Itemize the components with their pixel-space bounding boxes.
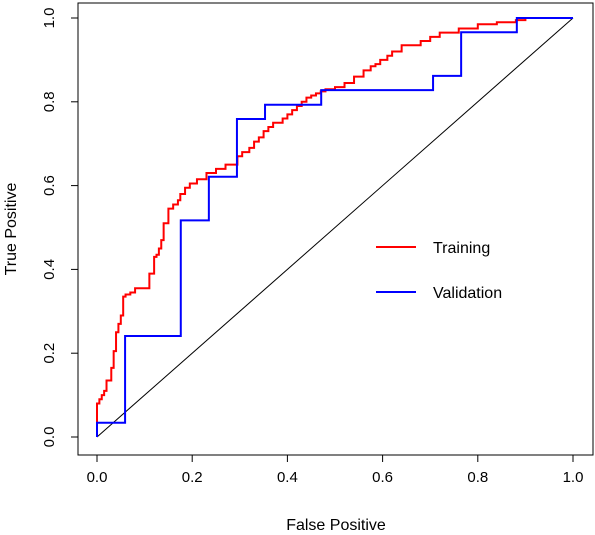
y-tick-label: 0.0	[41, 427, 58, 448]
legend-label-validation: Validation	[433, 285, 502, 302]
x-tick-label: 0.6	[372, 469, 393, 486]
series-line-validation	[96, 17, 573, 437]
plot-frame	[77, 2, 594, 456]
y-tick-label: 0.6	[41, 175, 58, 196]
x-tick-label: 1.0	[563, 469, 584, 486]
x-tick-label: 0.0	[87, 469, 108, 486]
legend-label-training: Training	[433, 240, 490, 257]
y-axis: 0.0 0.2 0.4 0.6 0.8 1.0	[41, 8, 78, 448]
series-layer	[96, 17, 573, 437]
y-tick-label: 1.0	[41, 8, 58, 29]
x-tick-label: 0.4	[277, 469, 298, 486]
x-axis: 0.0 0.2 0.4 0.6 0.8 1.0	[87, 455, 584, 486]
y-tick-label: 0.8	[41, 91, 58, 112]
x-tick-label: 0.2	[182, 469, 203, 486]
reference-diagonal-line	[96, 17, 574, 438]
reference-diagonal-layer	[96, 17, 574, 438]
legend: Training Validation	[376, 240, 502, 302]
x-tick-label: 0.8	[467, 469, 488, 486]
x-axis-title: False Positive	[286, 517, 386, 534]
series-line-training	[96, 17, 573, 437]
y-tick-label: 0.4	[41, 259, 58, 280]
y-tick-label: 0.2	[41, 343, 58, 364]
y-axis-title: True Positive	[3, 183, 20, 276]
